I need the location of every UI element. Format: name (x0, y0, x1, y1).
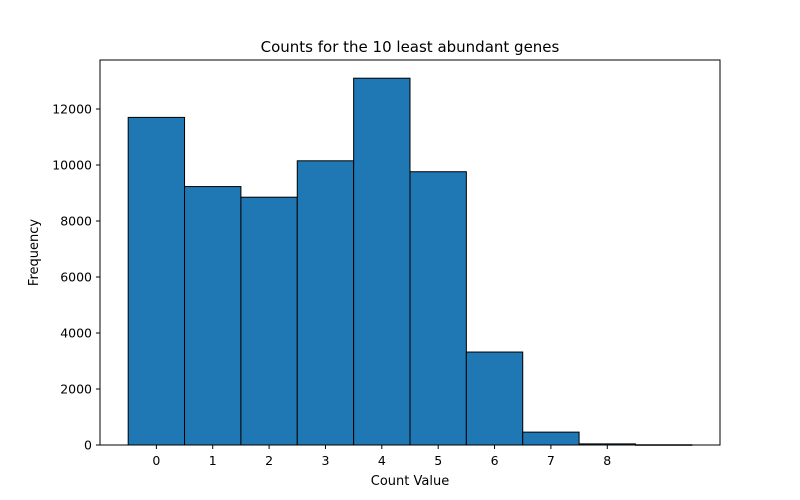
x-tick-label: 0 (152, 453, 160, 468)
plot-frame (99, 59, 721, 446)
bar-0 (127, 116, 186, 446)
y-tick-label: 0 (84, 438, 92, 453)
bar-3 (296, 160, 355, 446)
x-tick-label: 8 (603, 453, 611, 468)
y-tick-label: 12000 (52, 102, 92, 117)
y-axis-label: Frequency (27, 219, 42, 286)
x-axis-label: Count Value (371, 474, 449, 489)
y-tick-label: 6000 (60, 270, 92, 285)
x-tick-label: 3 (321, 453, 329, 468)
y-tick-label: 4000 (60, 326, 92, 341)
bar-1 (184, 186, 242, 446)
bar-5 (409, 171, 467, 446)
x-tick-label: 2 (265, 453, 273, 468)
y-tick-label: 8000 (60, 214, 92, 229)
chart-title: Counts for the 10 least abundant genes (261, 38, 560, 56)
bars-layer (127, 77, 693, 446)
y-tick-label: 2000 (60, 382, 92, 397)
bar-6 (465, 351, 524, 446)
bar-4 (353, 77, 411, 446)
x-tick-label: 6 (491, 453, 499, 468)
x-tick-label: 1 (209, 453, 217, 468)
bar-2 (240, 196, 298, 446)
bar-7 (522, 431, 580, 446)
x-tick-label: 5 (434, 453, 442, 468)
ticks-layer: 0 1 2 3 4 5 6 7 8 0 2000 4000 6000 8000 10000 12000 (52, 102, 611, 469)
x-tick-label: 7 (547, 453, 555, 468)
y-tick-label: 10000 (52, 158, 92, 173)
x-tick-label: 4 (378, 453, 386, 468)
